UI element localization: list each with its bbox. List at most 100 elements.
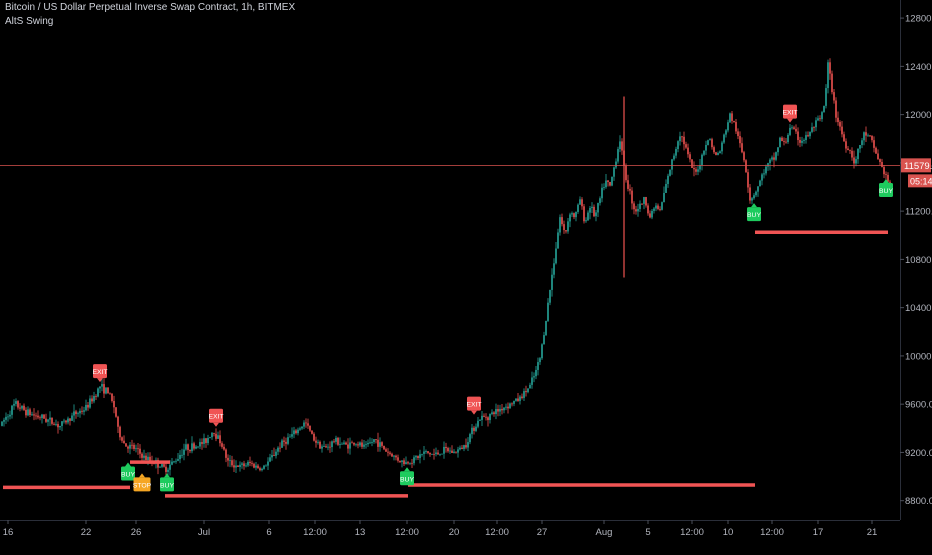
candle-body (367, 442, 369, 445)
price-tick-label: 9600.0 (905, 400, 932, 411)
candle-body (765, 166, 767, 174)
candle (387, 448, 389, 457)
candle-body (369, 442, 371, 444)
candle (473, 425, 475, 435)
candle (339, 437, 341, 449)
candle (407, 460, 409, 465)
candle-body (235, 465, 237, 468)
candle (885, 171, 887, 180)
candle (177, 452, 179, 462)
candle (725, 129, 727, 138)
signal-pointer (164, 473, 170, 478)
candle-body (137, 448, 139, 450)
candle (125, 443, 127, 447)
candle-body (581, 199, 583, 207)
candle-body (85, 404, 87, 411)
candle (397, 454, 399, 463)
candle-body (43, 414, 45, 419)
candle (71, 412, 73, 421)
candle (57, 421, 59, 434)
candle (63, 418, 65, 424)
time-tick-label: 12:00 (395, 527, 419, 538)
signal-pointer (213, 422, 219, 427)
candle (551, 268, 553, 297)
candle (773, 152, 775, 168)
candle (825, 84, 827, 109)
candle (415, 455, 417, 461)
candle (663, 186, 665, 203)
candle (203, 433, 205, 448)
candle-body (185, 444, 187, 450)
candle-body (443, 446, 445, 454)
candle (245, 462, 247, 468)
candle (581, 197, 583, 210)
candle-body (55, 424, 57, 425)
signal-label: BUY (121, 471, 135, 478)
candle-body (83, 410, 85, 412)
candle (513, 400, 515, 407)
candle-body (209, 437, 211, 439)
candle (333, 439, 335, 444)
candle-body (385, 449, 387, 452)
candle (87, 402, 89, 411)
candle-body (517, 398, 519, 401)
candle-body (557, 232, 559, 249)
candle (45, 413, 47, 423)
candle-body (797, 131, 799, 140)
candle (751, 196, 753, 205)
candle (561, 213, 563, 227)
candle-body (145, 455, 147, 460)
candle-body (321, 446, 323, 449)
candle-body (53, 423, 55, 425)
candle (821, 110, 823, 122)
candle-body (269, 457, 271, 462)
candle (597, 202, 599, 217)
candle (219, 430, 221, 447)
candle-body (769, 159, 771, 164)
candle (495, 403, 497, 420)
candle-body (813, 127, 815, 129)
candle (457, 446, 459, 458)
signal-pointer (125, 462, 131, 467)
candle (739, 131, 741, 148)
candle-body (325, 446, 327, 448)
candle-body (421, 453, 423, 455)
candle-body (377, 439, 379, 447)
candle (631, 187, 633, 210)
candle-body (429, 452, 431, 455)
candle-body (773, 157, 775, 160)
candle (843, 131, 845, 142)
candle (469, 432, 471, 445)
candle (181, 448, 183, 459)
candle-body (503, 407, 505, 411)
candle-body (599, 198, 601, 204)
signal-pointer (404, 467, 410, 472)
level-lines (3, 230, 888, 498)
candle (131, 439, 133, 450)
candle (683, 131, 685, 151)
candle (587, 210, 589, 222)
candle (437, 449, 439, 455)
candle (881, 158, 883, 168)
exit-signal: EXIT (208, 408, 224, 427)
candle-body (187, 444, 189, 450)
candle (379, 437, 381, 452)
candle (703, 150, 705, 157)
price-tick-label: 8800.0 (905, 496, 932, 507)
candle (667, 173, 669, 188)
candle-body (603, 187, 605, 188)
candle-body (457, 449, 459, 453)
candle (819, 115, 821, 122)
candle (11, 404, 13, 419)
candle (793, 125, 795, 130)
candle-body (143, 455, 145, 458)
candle-body (337, 437, 339, 445)
candle-body (69, 418, 71, 421)
price-tick-label: 12400.0 (905, 62, 932, 73)
candle-body (29, 409, 31, 416)
candle-body (853, 157, 855, 164)
candle-body (113, 401, 115, 408)
candle (425, 449, 427, 454)
